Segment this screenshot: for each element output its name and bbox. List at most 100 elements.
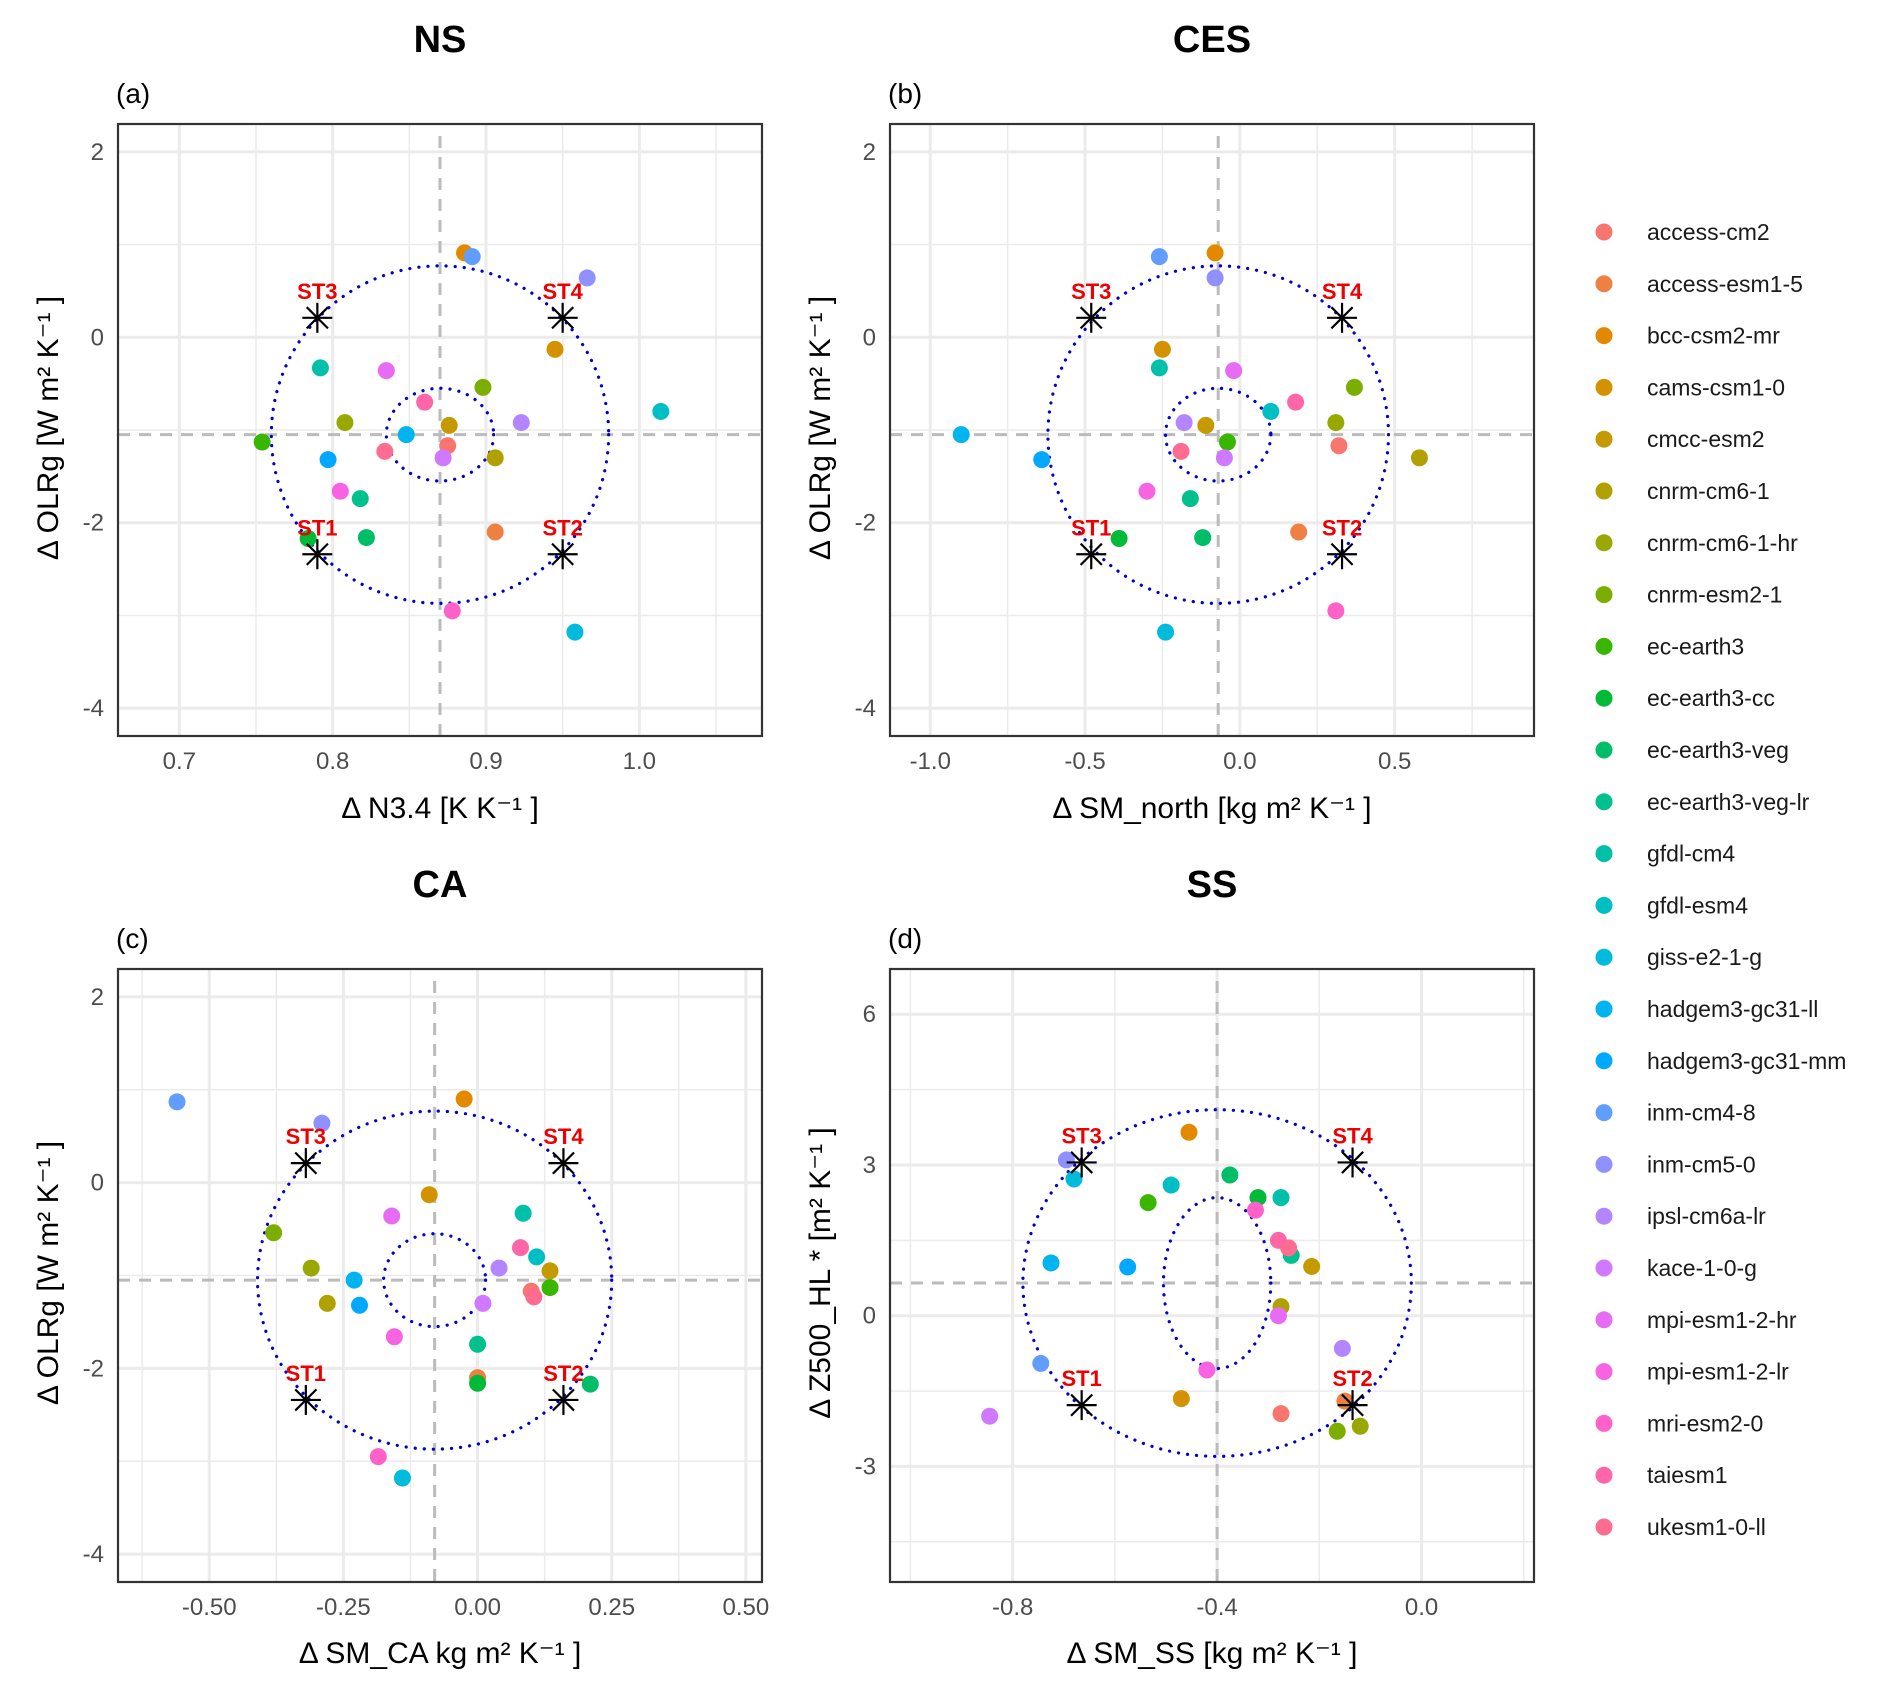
grid	[118, 124, 762, 736]
point-cams-csm1-0	[546, 340, 564, 358]
storyline-label: ST4	[543, 1124, 584, 1149]
plot-background	[890, 969, 1534, 1582]
point-ec-earth3	[253, 433, 271, 451]
legend-label: taiesm1	[1647, 1462, 1728, 1488]
storyline-marker-st2	[548, 1384, 579, 1415]
legend-item: inm-cm4-8	[1595, 1100, 1756, 1126]
point-gfdl-cm4	[1272, 1189, 1290, 1207]
grid	[890, 124, 1534, 736]
point-ukesm1-0-ll	[1172, 442, 1190, 460]
point-taiesm1	[512, 1239, 529, 1257]
legend-label: ec-earth3-veg	[1647, 737, 1789, 763]
point-gfdl-esm4	[528, 1248, 546, 1266]
point-hadgem3-gc31-mm	[1119, 1258, 1137, 1276]
point-hadgem3-gc31-ll	[345, 1271, 363, 1289]
point-giss-e2-1-g	[1157, 623, 1175, 641]
point-giss-e2-1-g	[566, 623, 584, 641]
panel-ns: NS (a) Δ N3.4 [K K⁻¹ ] Δ OLRg [W m² K⁻¹ …	[32, 19, 764, 825]
panel-label: (a)	[116, 78, 150, 109]
legend-item: mri-esm2-0	[1595, 1410, 1763, 1436]
storyline-marker-st1	[1076, 539, 1107, 570]
legend-item: ec-earth3-veg	[1595, 737, 1789, 763]
legend-label: mri-esm2-0	[1647, 1410, 1763, 1436]
asterisk-stroke	[294, 1388, 318, 1412]
legend-swatch	[1595, 637, 1613, 655]
outer-ellipse	[269, 264, 611, 605]
point-taiesm1	[416, 393, 434, 411]
point-cnrm-cm6-1-hr	[302, 1259, 320, 1277]
storyline-marker-st1	[1066, 1390, 1097, 1421]
x-tick-label: 0.00	[454, 1594, 501, 1621]
asterisk-stroke	[1330, 542, 1354, 566]
y-tick-label: 0	[91, 1170, 104, 1197]
legend-label: ukesm1-0-ll	[1647, 1514, 1766, 1540]
legend-swatch	[1595, 1000, 1613, 1018]
y-tick-label: -2	[83, 510, 104, 537]
point-mpi-esm1-2-lr	[1198, 1361, 1216, 1379]
legend-swatch	[1595, 586, 1613, 604]
point-ec-earth3	[1139, 1194, 1157, 1212]
legend-label: gfdl-cm4	[1647, 841, 1735, 867]
legend-swatch	[1595, 1104, 1613, 1122]
x-tick-label: 0.0	[1223, 748, 1256, 775]
panel-ces: CES (b) Δ SM_north [kg m² K⁻¹ ] Δ OLRg […	[804, 19, 1536, 825]
point-ukesm1-0-ll	[376, 442, 394, 460]
legend-label: ec-earth3-veg-lr	[1647, 789, 1810, 815]
legend-swatch	[1595, 1155, 1613, 1173]
inner-ellipse	[1163, 386, 1273, 483]
point-cnrm-cm6-1-hr	[1327, 414, 1345, 432]
storyline-marker-st2	[1327, 539, 1358, 570]
point-access-cm2	[1330, 437, 1348, 455]
point-ec-earth3-cc	[469, 1374, 487, 1392]
legend-label: inm-cm4-8	[1647, 1100, 1756, 1126]
point-ipsl-cm6a-lr	[490, 1259, 508, 1277]
storyline-label: ST3	[297, 279, 337, 304]
y-tick-label: 3	[863, 1152, 876, 1179]
inner-ellipse	[382, 1232, 488, 1329]
legend-item: taiesm1	[1595, 1462, 1728, 1488]
legend-label: cnrm-cm6-1	[1647, 478, 1770, 504]
legend-item: ec-earth3	[1595, 633, 1744, 659]
point-mri-esm2-0	[1246, 1201, 1264, 1219]
point-mpi-esm1-2-hr	[383, 1207, 401, 1225]
y-axis-label: Δ OLRg [W m² K⁻¹ ]	[32, 296, 65, 560]
legend-swatch	[1595, 223, 1613, 241]
x-tick-label: -0.50	[182, 1594, 237, 1621]
point-cnrm-cm6-1	[1410, 449, 1428, 467]
point-gfdl-cm4	[1150, 359, 1168, 377]
x-tick-label: 0.8	[316, 748, 349, 775]
x-tick-label: 0.9	[469, 748, 502, 775]
legend-label: ec-earth3	[1647, 633, 1744, 659]
point-giss-e2-1-g	[1065, 1170, 1083, 1188]
point-bcc-csm2-mr	[1180, 1123, 1198, 1141]
legend-label: access-cm2	[1647, 219, 1770, 245]
legend-label: inm-cm5-0	[1647, 1151, 1756, 1177]
legend-label: cnrm-esm2-1	[1647, 582, 1782, 608]
point-mpi-esm1-2-hr	[1225, 362, 1243, 380]
point-hadgem3-gc31-ll	[1042, 1254, 1060, 1272]
storyline-label: ST1	[297, 515, 337, 540]
legend-swatch	[1595, 741, 1613, 759]
point-inm-cm5-0	[578, 269, 596, 287]
legend-swatch	[1595, 1207, 1613, 1225]
asterisk-stroke	[1070, 1151, 1094, 1174]
storyline-label: ST2	[543, 1361, 583, 1386]
plot-frame	[116, 967, 764, 1584]
y-axis-label: Δ OLRg [W m² K⁻¹ ]	[32, 1141, 65, 1405]
y-tick-label: 0	[863, 1303, 876, 1330]
point-mri-esm2-0	[1327, 602, 1345, 620]
point-cmcc-esm2	[440, 416, 458, 434]
y-tick-label: 0	[91, 324, 104, 351]
outer-ellipse	[1021, 1108, 1413, 1458]
x-tick-label: 0.25	[588, 1594, 635, 1621]
point-access-esm1-5	[1290, 523, 1308, 541]
point-kace-1-0-g	[474, 1294, 492, 1312]
point-ec-earth3-veg	[1221, 1166, 1239, 1184]
storyline-marker-st4	[1327, 302, 1358, 333]
point-ec-earth3-cc	[1110, 529, 1128, 547]
x-tick-label: -0.8	[992, 1594, 1033, 1621]
x-axis-label: Δ SM_CA kg m² K⁻¹ ]	[299, 1637, 582, 1670]
plot-frame	[888, 967, 1536, 1584]
point-ec-earth3-veg	[581, 1375, 599, 1393]
point-cnrm-esm2-1	[265, 1224, 283, 1242]
